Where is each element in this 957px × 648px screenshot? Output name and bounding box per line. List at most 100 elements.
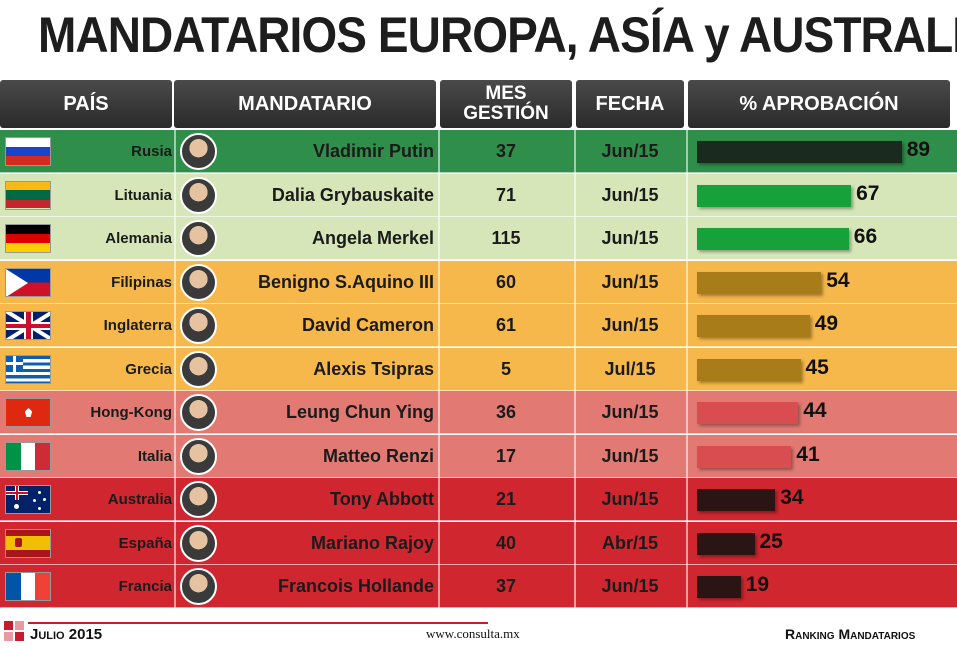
leader-name: Vladimir Putin bbox=[312, 141, 434, 161]
australia-flag bbox=[5, 485, 51, 514]
footer-label: Ranking Mandatarios bbox=[785, 626, 916, 642]
approval-value: 49 bbox=[814, 312, 839, 335]
country-name: Filipinas bbox=[111, 273, 172, 291]
approval-bar bbox=[697, 445, 792, 468]
approval-value: 25 bbox=[759, 529, 783, 553]
column-separator bbox=[574, 304, 576, 347]
table-row: Hong-Kong Leung Chun Ying 36 Jun/15 44 bbox=[0, 391, 957, 434]
leader-photo bbox=[180, 220, 217, 257]
flag-stripe bbox=[33, 499, 36, 502]
germany-flag bbox=[5, 224, 51, 253]
country-name: Alemania bbox=[105, 230, 172, 247]
logo-mark bbox=[15, 621, 24, 630]
column-separator bbox=[574, 565, 576, 608]
lithuania-flag bbox=[5, 180, 51, 210]
column-separator bbox=[574, 521, 576, 565]
approval-value: 54 bbox=[826, 268, 850, 292]
leader-name: Angela Merkel bbox=[311, 228, 434, 248]
table-row: España Mariano Rajoy 40 Abr/15 25 bbox=[0, 521, 957, 565]
approval-value: 34 bbox=[780, 486, 804, 509]
leader-name: Dalia Grybauskaite bbox=[271, 184, 434, 205]
approval-bar bbox=[697, 489, 776, 511]
flag-stripe bbox=[6, 146, 50, 157]
row-divider bbox=[0, 172, 957, 174]
row-divider bbox=[0, 302, 957, 305]
country-name: Lituania bbox=[114, 186, 172, 204]
column-separator bbox=[574, 391, 576, 434]
months-in-office: 71 bbox=[495, 184, 517, 205]
table-row: Italia Matteo Renzi 17 Jun/15 41 bbox=[0, 434, 957, 478]
months-in-office: 60 bbox=[495, 271, 517, 292]
survey-date: Jun/15 bbox=[601, 184, 659, 205]
flag-stripe bbox=[20, 573, 36, 600]
header-mes-gestion: MES GESTIÓN bbox=[440, 80, 572, 128]
approval-value: 89 bbox=[906, 138, 931, 161]
leader-photo bbox=[180, 133, 217, 170]
flag-stripe bbox=[25, 408, 32, 417]
flag-stripe bbox=[6, 190, 50, 200]
survey-date: Jun/15 bbox=[601, 271, 659, 292]
country-name: Australia bbox=[107, 491, 172, 508]
survey-date: Jun/15 bbox=[601, 315, 659, 335]
approval-value: 44 bbox=[803, 399, 827, 422]
column-separator bbox=[438, 391, 440, 434]
leader-photo bbox=[180, 350, 217, 388]
leader-photo bbox=[180, 394, 217, 431]
leader-name: Benigno S.Aquino III bbox=[258, 271, 434, 292]
flag-stripe bbox=[35, 442, 50, 470]
column-separator bbox=[174, 304, 176, 347]
leader-name: Alexis Tsipras bbox=[313, 358, 434, 379]
hongkong-flag bbox=[5, 398, 51, 427]
column-separator bbox=[438, 130, 440, 173]
column-separator bbox=[574, 434, 576, 478]
approval-bar bbox=[697, 532, 755, 555]
greece-flag bbox=[5, 354, 51, 384]
row-divider bbox=[0, 520, 957, 522]
months-in-office: 5 bbox=[500, 358, 511, 379]
header-fecha: FECHA bbox=[576, 80, 684, 128]
column-separator bbox=[438, 565, 440, 608]
flag-stripe bbox=[6, 536, 50, 550]
column-separator bbox=[438, 434, 440, 478]
flag-stripe bbox=[6, 268, 28, 296]
column-separator bbox=[174, 217, 176, 260]
header-mes-line1: MES bbox=[485, 83, 527, 104]
column-separator bbox=[686, 217, 688, 260]
flag-stripe bbox=[6, 549, 50, 557]
column-separator bbox=[438, 173, 440, 217]
footer-url[interactable]: www.consulta.mx bbox=[426, 626, 520, 641]
column-separator bbox=[574, 217, 576, 260]
row-divider bbox=[0, 563, 957, 566]
leader-photo bbox=[180, 176, 217, 214]
months-in-office: 61 bbox=[495, 315, 517, 335]
approval-value: 41 bbox=[796, 442, 820, 466]
leader-name: Leung Chun Ying bbox=[286, 402, 434, 422]
flag-stripe bbox=[6, 233, 50, 244]
flag-stripe bbox=[6, 529, 50, 537]
months-in-office: 115 bbox=[491, 228, 521, 248]
column-separator bbox=[438, 260, 440, 304]
survey-date: Jun/15 bbox=[601, 141, 659, 161]
leader-name: David Cameron bbox=[301, 315, 434, 335]
column-separator bbox=[686, 260, 688, 304]
row-divider bbox=[0, 259, 957, 261]
approval-bar bbox=[697, 184, 852, 207]
flag-stripe bbox=[6, 442, 21, 470]
flag-stripe bbox=[6, 243, 50, 252]
flag-stripe bbox=[6, 324, 50, 328]
table-row: Inglaterra David Cameron 61 Jun/15 49 bbox=[0, 304, 957, 347]
spain-flag bbox=[5, 528, 51, 558]
column-separator bbox=[686, 130, 688, 173]
flag-stripe bbox=[6, 156, 50, 165]
country-name: España bbox=[118, 534, 172, 552]
logo-mark bbox=[4, 632, 13, 641]
logo-mark bbox=[15, 632, 24, 641]
table-row: Alemania Angela Merkel 115 Jun/15 66 bbox=[0, 217, 957, 260]
table-row: Lituania Dalia Grybauskaite 71 Jun/15 67 bbox=[0, 173, 957, 217]
country-name: Italia bbox=[137, 447, 172, 465]
title-bar: MANDATARIOS EUROPA, ASÍA y AUSTRALIA bbox=[0, 0, 957, 78]
table-row: Grecia Alexis Tsipras 5 Jul/15 45 bbox=[0, 347, 957, 391]
months-in-office: 17 bbox=[495, 445, 517, 466]
column-separator bbox=[174, 260, 176, 304]
approval-bar bbox=[697, 315, 810, 337]
